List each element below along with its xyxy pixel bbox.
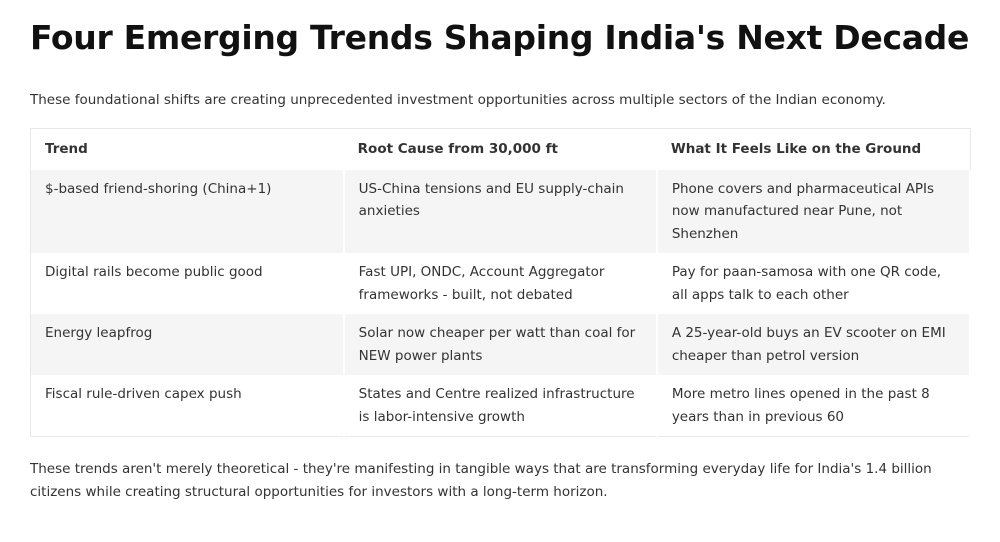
table-cell: Solar now cheaper per watt than coal for…	[343, 314, 658, 375]
table-row: Digital rails become public good Fast UPI…	[30, 253, 972, 314]
table-cell: Digital rails become public good	[30, 253, 345, 314]
header-row: Trend Root Cause from 30,000 ft What It Fe…	[31, 129, 971, 170]
intro: These foundational shifts are creating u…	[30, 92, 886, 108]
table-cell: More metro lines opened in the past 8 ye…	[656, 375, 972, 437]
table-cell: Fiscal rule-driven capex push	[30, 375, 345, 437]
table-cell: States and Centre realized infrastructur…	[343, 375, 658, 437]
header-cell: What It Feels Like on the Ground	[670, 141, 922, 157]
table-cell: Pay for paan-samosa with one QR code, al…	[656, 253, 972, 314]
table-row: Fiscal rule-driven capex push States and …	[30, 375, 972, 437]
title: Four Emerging Trends Shaping India's Nex…	[30, 18, 970, 57]
table-cell: $-based friend-shoring (China+1)	[30, 169, 345, 253]
table-body: $-based friend-shoring (China+1) US-China…	[30, 169, 972, 437]
table-row: Energy leapfrog Solar now cheaper per wat…	[30, 314, 972, 375]
table-cell: Phone covers and pharmaceutical APIs now…	[656, 169, 972, 253]
table-cell: Fast UPI, ONDC, Account Aggregator frame…	[343, 253, 658, 314]
table-cell: Energy leapfrog	[30, 314, 345, 375]
header-cell: Trend	[45, 141, 88, 157]
header-cell: Root Cause from 30,000 ft	[357, 141, 558, 157]
outro: These trends aren't merely theoretical -…	[30, 461, 932, 500]
table-row: $-based friend-shoring (China+1) US-China…	[30, 169, 972, 253]
table-cell: A 25-year-old buys an EV scooter on EMI …	[656, 314, 972, 375]
table-cell: US-China tensions and EU supply-chain an…	[343, 169, 658, 253]
trends-table: Trend Root Cause from 30,000 ft What It Fe…	[30, 128, 972, 437]
